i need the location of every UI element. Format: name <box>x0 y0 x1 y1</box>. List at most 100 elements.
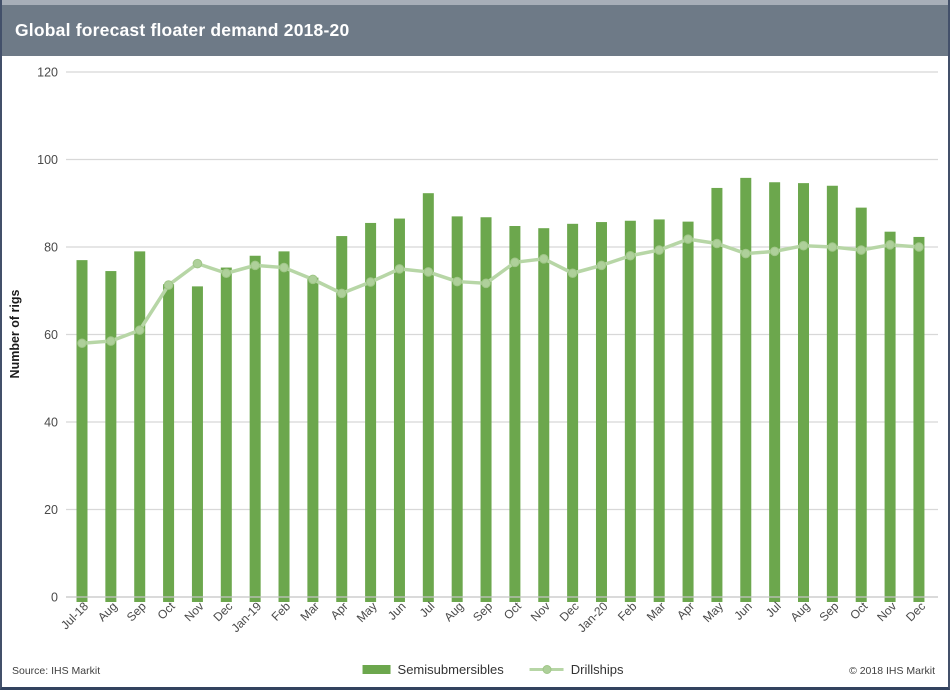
bar <box>740 177 752 602</box>
figure-header: Global forecast floater demand 2018-20 <box>2 5 948 56</box>
line-marker <box>481 278 491 289</box>
line-marker <box>250 260 260 271</box>
x-tick-label: Dec <box>210 599 235 624</box>
x-tick-label: Jul <box>763 599 784 620</box>
legend-item-drillships: Drillships <box>529 662 624 677</box>
x-tick-label: Feb <box>269 599 294 624</box>
line-marker <box>221 268 232 279</box>
x-tick-label: Jun <box>385 599 409 623</box>
x-tick-label: Sep <box>124 599 149 624</box>
line-marker <box>712 238 722 249</box>
line-marker <box>798 240 809 251</box>
line-marker <box>856 245 867 255</box>
chart-title: Global forecast floater demand 2018-20 <box>15 20 350 40</box>
bar <box>538 228 550 602</box>
bar <box>220 267 232 602</box>
bar <box>105 271 117 602</box>
line-marker <box>134 325 145 335</box>
x-tick-label: May <box>700 599 726 625</box>
line-marker <box>394 264 405 274</box>
line-marker <box>192 258 203 269</box>
x-tick-label: Oct <box>501 599 525 623</box>
line-marker <box>279 262 289 273</box>
bar <box>480 217 492 602</box>
legend-label-drillships: Drillships <box>570 662 624 677</box>
bar <box>451 216 463 602</box>
x-tick-label: Jul-18 <box>58 599 91 632</box>
line-marker <box>827 242 838 252</box>
line-marker <box>654 245 665 255</box>
bar <box>249 255 261 602</box>
bar <box>711 187 723 602</box>
line-marker <box>914 242 924 252</box>
x-tick-label: Oct <box>155 599 179 623</box>
line-marker <box>308 274 318 285</box>
line-series <box>80 237 921 345</box>
y-tick-label: 120 <box>37 66 58 80</box>
x-tick-label: Feb <box>615 599 640 624</box>
line-marker <box>336 288 347 299</box>
line-marker <box>769 246 780 257</box>
x-tick-label: Mar <box>297 599 322 624</box>
x-tick-label: Sep <box>816 599 841 624</box>
bar <box>769 182 781 602</box>
x-tick-label: May <box>354 599 380 625</box>
x-tick-label: Nov <box>528 599 553 624</box>
legend-line-swatch-icon <box>529 665 564 674</box>
legend-item-semisubmersibles: Semisubmersibles <box>362 662 504 677</box>
line-marker <box>423 267 434 277</box>
line-marker <box>365 277 376 287</box>
bar <box>798 183 809 602</box>
y-tick-label: 0 <box>51 591 58 605</box>
line-marker <box>452 276 462 287</box>
x-tick-label: Mar <box>644 599 669 624</box>
bar <box>336 236 348 602</box>
bar <box>595 222 607 602</box>
bar <box>913 236 925 602</box>
x-tick-label: Nov <box>874 599 899 624</box>
x-tick-label: Aug <box>788 599 813 624</box>
line-marker <box>683 234 693 244</box>
line-marker <box>740 248 751 259</box>
bar <box>76 260 88 602</box>
bar <box>278 251 290 602</box>
bar <box>653 219 665 602</box>
line-marker <box>163 280 174 290</box>
bar <box>682 221 694 602</box>
bar <box>191 286 203 602</box>
line-marker <box>596 260 607 271</box>
line-marker <box>106 336 116 346</box>
x-tick-label: Oct <box>847 599 871 623</box>
x-tick-label: Jul <box>417 599 438 620</box>
y-tick-label: 20 <box>44 503 58 517</box>
y-axis-title: Number of rigs <box>8 290 22 379</box>
x-tick-label: Jan-20 <box>575 599 611 635</box>
line-marker <box>77 338 87 349</box>
line-marker <box>625 250 636 261</box>
line-marker <box>567 268 578 279</box>
legend-bar-swatch-icon <box>362 665 391 674</box>
bar <box>163 284 175 602</box>
bar <box>134 251 146 602</box>
bar <box>365 222 377 602</box>
y-tick-label: 60 <box>44 328 58 342</box>
x-tick-label: Nov <box>182 599 207 624</box>
bar <box>393 218 405 602</box>
y-tick-label: 80 <box>44 241 58 255</box>
x-tick-label: Jan-19 <box>228 599 264 635</box>
x-tick-label: Apr <box>328 599 351 622</box>
bar <box>624 220 636 602</box>
bar <box>567 223 579 602</box>
line-marker <box>538 254 549 264</box>
copyright-note: © 2018 IHS Markit <box>849 665 935 677</box>
y-tick-label: 100 <box>37 153 58 167</box>
bar <box>826 185 838 602</box>
bar <box>855 207 867 602</box>
header-top-strip <box>2 0 948 5</box>
x-tick-label: Aug <box>95 599 120 624</box>
y-tick-label: 40 <box>44 416 58 430</box>
x-tick-label: Aug <box>441 599 466 624</box>
line-marker <box>885 240 895 250</box>
